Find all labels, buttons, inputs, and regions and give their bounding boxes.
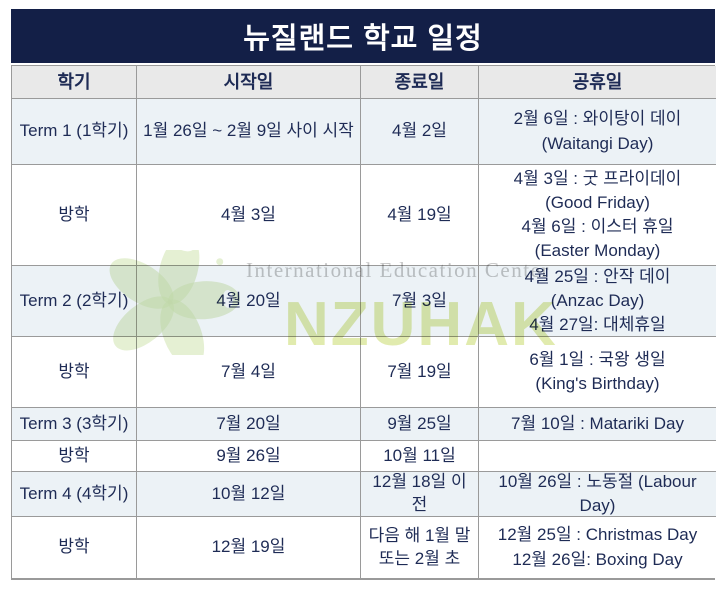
term-cell: 방학 (12, 165, 137, 266)
start-date-cell: 10월 12일 (137, 472, 361, 517)
term-cell: Term 3 (3학기) (12, 408, 137, 441)
start-date-cell: 12월 19일 (137, 517, 361, 578)
start-date-cell: 4월 20일 (137, 266, 361, 337)
holiday-cell: 2월 6일 : 와이탕이 데이 (Waitangi Day) (479, 99, 716, 165)
holiday-cell: 6월 1일 : 국왕 생일 (King's Birthday) (479, 337, 716, 408)
end-date-cell: 다음 해 1월 말 또는 2월 초 (361, 517, 479, 578)
start-date-cell: 9월 26일 (137, 441, 361, 472)
col-header-start-date: 시작일 (137, 66, 361, 99)
holiday-cell: 7월 10일 : Matariki Day (479, 408, 716, 441)
col-header-holidays: 공휴일 (479, 66, 716, 99)
holiday-cell: 12월 25일 : Christmas Day 12월 26일: Boxing … (479, 517, 716, 578)
end-date-cell: 12월 18일 이전 (361, 472, 479, 517)
holiday-cell: 4월 3일 : 굿 프라이데이 (Good Friday) 4월 6일 : 이스… (479, 165, 716, 266)
page-title: 뉴질랜드 학교 일정 (243, 23, 483, 55)
end-date-cell: 7월 19일 (361, 337, 479, 408)
term-cell: 방학 (12, 441, 137, 472)
col-header-term: 학기 (12, 66, 137, 99)
term-cell: Term 1 (1학기) (12, 99, 137, 165)
end-date-cell: 7월 3일 (361, 266, 479, 337)
schedule-table: 학기 시작일 종료일 공휴일 Term 1 (1학기) 1월 26일 ~ 2월 … (11, 65, 716, 580)
start-date-cell: 7월 20일 (137, 408, 361, 441)
end-date-cell: 9월 25일 (361, 408, 479, 441)
end-date-cell: 4월 19일 (361, 165, 479, 266)
term-cell: 방학 (12, 337, 137, 408)
end-date-cell: 10월 11일 (361, 441, 479, 472)
start-date-cell: 7월 4일 (137, 337, 361, 408)
schedule-page: 뉴질랜드 학교 일정 학기 시작일 종료일 공휴일 Term 1 (1학기) 1… (11, 9, 716, 580)
holiday-cell: 10월 26일 : 노동절 (Labour Day) (479, 472, 716, 517)
term-cell: 방학 (12, 517, 137, 578)
end-date-cell: 4월 2일 (361, 99, 479, 165)
start-date-cell: 1월 26일 ~ 2월 9일 사이 시작 (137, 99, 361, 165)
col-header-end-date: 종료일 (361, 66, 479, 99)
holiday-cell: 4월 25일 : 안작 데이 (Anzac Day) 4월 27일: 대체휴일 (479, 266, 716, 337)
holiday-cell (479, 441, 716, 472)
term-cell: Term 4 (4학기) (12, 472, 137, 517)
term-cell: Term 2 (2학기) (12, 266, 137, 337)
start-date-cell: 4월 3일 (137, 165, 361, 266)
title-bar: 뉴질랜드 학교 일정 (11, 9, 715, 63)
